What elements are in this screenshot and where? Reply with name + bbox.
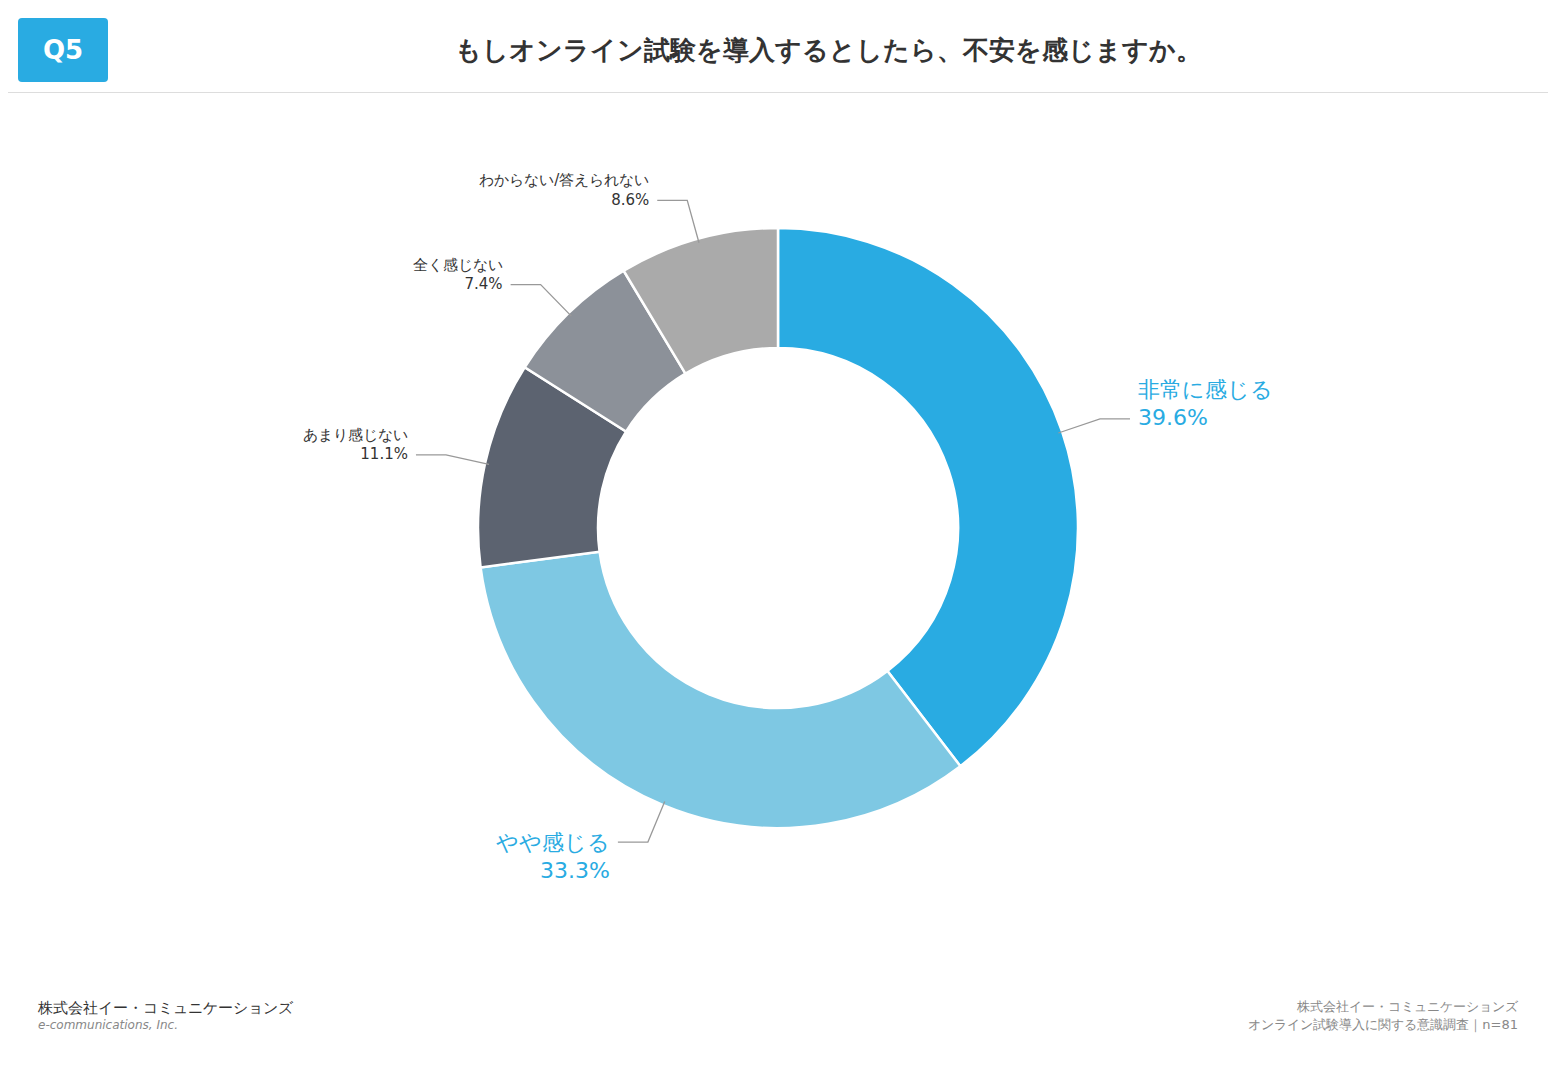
html-text:株式会社イー・コミュニケーションズ: 株式会社イー・コミュニケーションズ (1297, 998, 1518, 1014)
html-text:e-communications, Inc.: e-communications, Inc. (38, 1018, 178, 1032)
html-text:オンライン試験導入に関する意識調査｜n=81: オンライン試験導入に関する意識調査｜n=81 (1248, 1016, 1518, 1032)
html-text:もしオンライン試験を導入するとしたら、不安を感じますか。: もしオンライン試験を導入するとしたら、不安を感じますか。 (454, 34, 1202, 65)
svg-text:わからない/答えられない8.6%: わからない/答えられない8.6% (479, 171, 649, 209)
html-text:Q5: Q5 (42, 35, 84, 65)
svg-text:全く感じない7.4%: 全く感じない7.4% (413, 256, 503, 294)
svg-text:非常に感じる39.6%: 非常に感じる39.6% (1138, 377, 1273, 431)
svg-text:あまり感じない11.1%: あまり感じない11.1% (303, 426, 408, 464)
html-text:株式会社イー・コミュニケーションズ: 株式会社イー・コミュニケーションズ (38, 999, 293, 1017)
svg-text:やや感じる33.3%: やや感じる33.3% (496, 830, 610, 884)
